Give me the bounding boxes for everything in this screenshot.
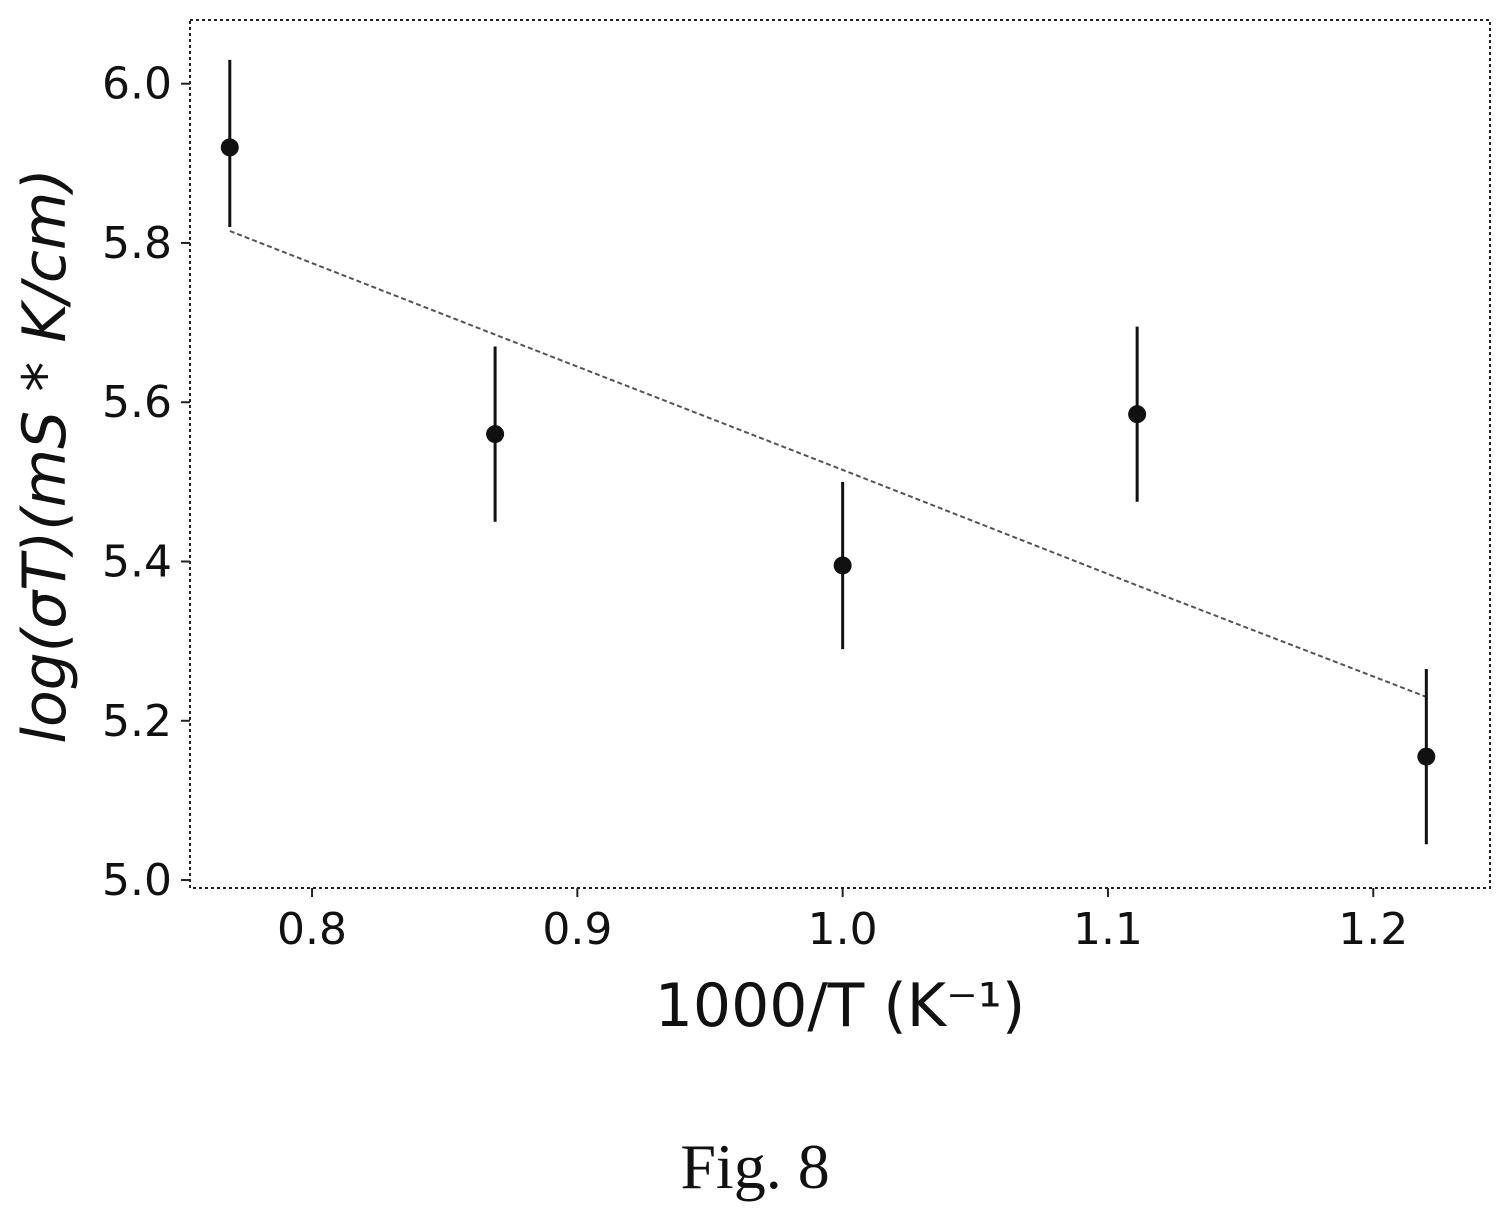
x-tick-label: 1.2 <box>1338 904 1408 955</box>
x-tick-label: 1.1 <box>1073 904 1143 955</box>
data-point <box>486 425 505 444</box>
figure-caption: Fig. 8 <box>680 1131 829 1202</box>
data-points-layer <box>220 59 1436 845</box>
x-axis-label: 1000/T (K⁻¹) <box>655 971 1026 1041</box>
fit-line <box>229 230 1427 698</box>
fit-line-layer <box>229 230 1427 698</box>
data-point <box>1417 747 1436 766</box>
data-point <box>833 556 852 575</box>
x-axis-ticks: 0.8 0.9 1.0 1.1 1.2 <box>277 888 1408 955</box>
plot-frame <box>189 19 1491 889</box>
x-tick-label: 1.0 <box>808 904 878 955</box>
y-axis-ticks: 5.0 5.2 5.4 5.6 5.8 6.0 <box>102 59 190 906</box>
y-tick-label: 5.0 <box>102 855 172 906</box>
data-point <box>220 138 239 157</box>
y-tick-label: 5.8 <box>102 218 172 269</box>
y-tick-label: 5.4 <box>102 537 172 588</box>
y-tick-label: 5.2 <box>102 696 172 747</box>
y-axis-label: log(σT)(mS * K/cm) <box>10 168 80 743</box>
x-tick-label: 0.8 <box>277 904 347 955</box>
y-tick-label: 5.6 <box>102 377 172 428</box>
data-point <box>1128 405 1147 424</box>
y-tick-label: 6.0 <box>102 59 172 110</box>
x-tick-label: 0.9 <box>542 904 612 955</box>
